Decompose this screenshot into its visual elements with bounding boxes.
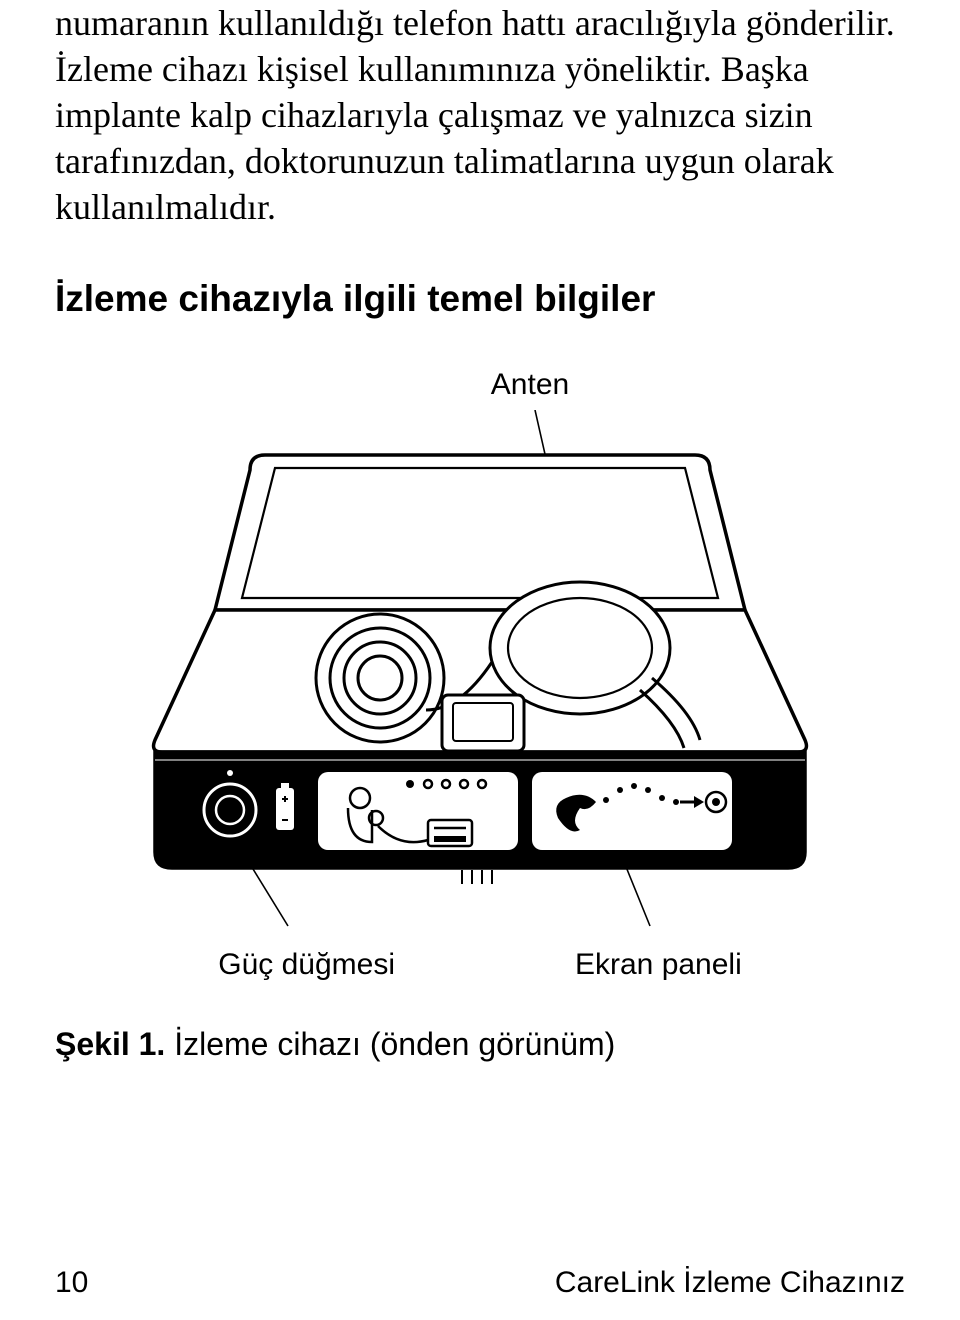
footer-title: CareLink İzleme Cihazınız [555,1266,905,1300]
diagram-bottom-labels: Güç düğmesi Ekran paneli [55,948,905,982]
figure-prefix: Şekil 1. [55,1026,165,1062]
diagram-label-anten: Anten [155,368,905,402]
grip-marks-icon [462,870,492,884]
page-number: 10 [55,1266,88,1300]
body-paragraph: numaranın kullanıldığı telefon hattı ara… [55,0,905,230]
section-heading: İzleme cihazıyla ilgili temel bilgiler [55,278,905,320]
device-diagram: Anten [55,368,905,982]
device-illustration [110,410,850,930]
diagram-label-power: Güç düğmesi [218,948,395,982]
battery-icon [276,783,294,830]
diagram-label-panel: Ekran paneli [575,948,742,982]
figure-text: İzleme cihazı (önden görünüm) [174,1026,615,1062]
display-unit-icon [442,695,524,751]
figure-caption: Şekil 1. İzleme cihazı (önden görünüm) [55,1026,905,1063]
page-footer: 10 CareLink İzleme Cihazınız [55,1266,905,1300]
